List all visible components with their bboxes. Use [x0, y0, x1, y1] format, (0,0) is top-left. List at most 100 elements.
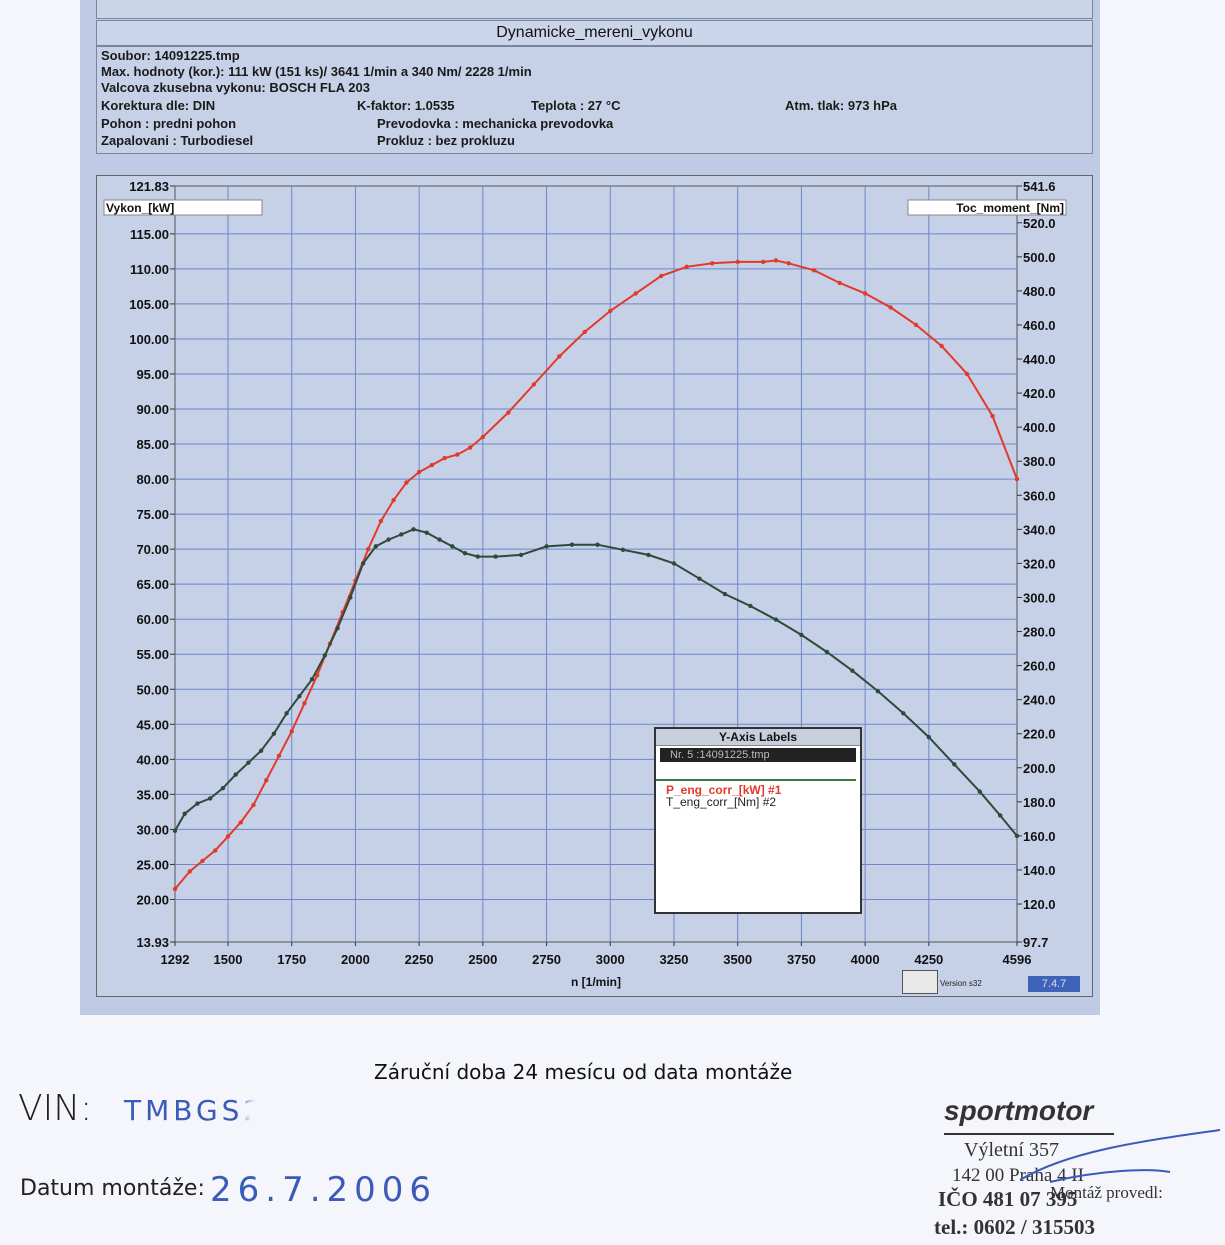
torque-point: [195, 801, 200, 806]
power-point: [888, 305, 893, 310]
install-date-label: Datum montáže:: [20, 1176, 205, 1201]
legend-series-torque: T_eng_corr_[Nm] #2: [666, 795, 777, 809]
power-point: [862, 291, 868, 296]
right-tick-label: 220.0: [1023, 727, 1056, 742]
torque-point: [475, 554, 480, 559]
right-ticks: 541.6 520.0 500.0 480.0 460.0 440.0 420.0 400.0…: [1017, 179, 1056, 950]
right-tick-label: 260.0: [1023, 659, 1056, 674]
power-point: [582, 329, 587, 335]
torque-point: [399, 532, 404, 537]
power-point: [531, 382, 537, 387]
power-point: [684, 264, 689, 269]
power-point: [238, 820, 243, 825]
file-name: Soubor: 14091225.tmp: [101, 48, 240, 63]
power-point: [378, 518, 384, 524]
warranty-text: Záruční doba 24 mesícu od data montáže: [374, 1060, 793, 1084]
torque-point: [258, 748, 264, 753]
left-tick-label: 65.00: [136, 577, 169, 592]
torque-point: [901, 711, 906, 716]
power-point: [429, 462, 435, 468]
power-point: [200, 858, 205, 864]
torque-point: [309, 677, 315, 682]
vin-redaction: [250, 1098, 580, 1128]
signature: [1019, 1129, 1221, 1183]
left-tick-label: 105.00: [129, 297, 169, 312]
torque-point: [360, 561, 366, 566]
power-point: [365, 546, 371, 552]
atm-pressure: Atm. tlak: 973 hPa: [785, 98, 897, 113]
power-point: [315, 673, 320, 678]
torque-point: [373, 544, 379, 549]
power-point: [786, 261, 791, 266]
right-tick-label: 97.7: [1023, 935, 1048, 950]
torque-point: [997, 813, 1003, 818]
x-tick-label: 4596: [1003, 952, 1032, 967]
torque-point: [671, 561, 677, 566]
power-point: [735, 259, 740, 265]
torque-point: [620, 547, 626, 552]
dyno-name: Valcova zkusebna vykonu: BOSCH FLA 203: [101, 80, 370, 95]
torque-point: [977, 789, 982, 794]
torque-point: [424, 530, 429, 535]
torque-point: [952, 762, 957, 767]
power-point: [633, 291, 638, 296]
power-point: [442, 455, 447, 461]
x-tick-label: 3500: [723, 952, 752, 967]
power-point: [404, 480, 409, 485]
tool-icon: [902, 970, 938, 994]
left-ticks: 121.83 115.00 110.00 105.00 100.00 95.00 90.00…: [129, 179, 175, 950]
left-tick-label: 70.00: [136, 542, 169, 557]
right-tick-label: 300.0: [1023, 590, 1056, 605]
torque-point: [875, 688, 881, 694]
power-point: [964, 371, 970, 377]
plot-area: [174, 185, 1018, 943]
left-tick-label: 100.00: [129, 332, 169, 347]
right-tick-label: 541.6: [1023, 179, 1056, 194]
left-tick-label: 90.00: [136, 402, 169, 417]
power-point: [608, 308, 613, 314]
report-title: Dynamicke_mereni_vykonu: [96, 20, 1093, 46]
power-point: [913, 322, 919, 328]
left-tick-label: 95.00: [136, 367, 169, 382]
series-lines: [172, 258, 1020, 892]
torque-point: [284, 711, 289, 716]
temperature: Teplota : 27 °C: [531, 98, 621, 113]
x-tick-label: 1292: [161, 952, 190, 967]
x-tick-label: 3000: [596, 952, 625, 967]
torque-point: [450, 544, 455, 549]
right-tick-label: 380.0: [1023, 454, 1056, 469]
correction: Korektura dle: DIN: [101, 98, 216, 113]
power-point: [225, 834, 231, 839]
right-tick-label: 320.0: [1023, 556, 1056, 571]
torque-point: [207, 796, 213, 801]
power-point: [302, 701, 307, 706]
power-point: [557, 354, 562, 359]
x-tick-label: 2500: [468, 952, 497, 967]
address-street: Výletní 357: [964, 1139, 1059, 1161]
left-axis-label-box: [103, 199, 263, 216]
x-tick-label: 2250: [405, 952, 434, 967]
right-axis-label-box: [907, 199, 1067, 216]
left-tick-label: 35.00: [136, 787, 169, 802]
power-point: [416, 469, 422, 475]
torque-point: [722, 591, 728, 597]
left-tick-label: 13.93: [136, 935, 169, 950]
x-tick-label: 3250: [660, 952, 689, 967]
logo-underline: [944, 1133, 1114, 1135]
power-point: [480, 434, 486, 440]
right-tick-label: 460.0: [1023, 318, 1056, 333]
torque-point: [824, 649, 830, 655]
left-tick-label: 75.00: [136, 507, 169, 522]
drive: Pohon : predni pohon: [101, 116, 237, 131]
torque-point: [493, 554, 498, 559]
power-point: [710, 261, 715, 266]
right-tick-label: 160.0: [1023, 829, 1056, 844]
power-point: [289, 729, 294, 734]
torque-point: [569, 542, 575, 547]
power-point: [264, 778, 269, 783]
left-tick-label: 115.00: [130, 227, 169, 242]
torque-point: [348, 595, 353, 600]
power-point: [391, 497, 396, 503]
torque-point: [322, 653, 328, 658]
legend-series-power: P_eng_corr_[kW] #1: [666, 783, 782, 797]
